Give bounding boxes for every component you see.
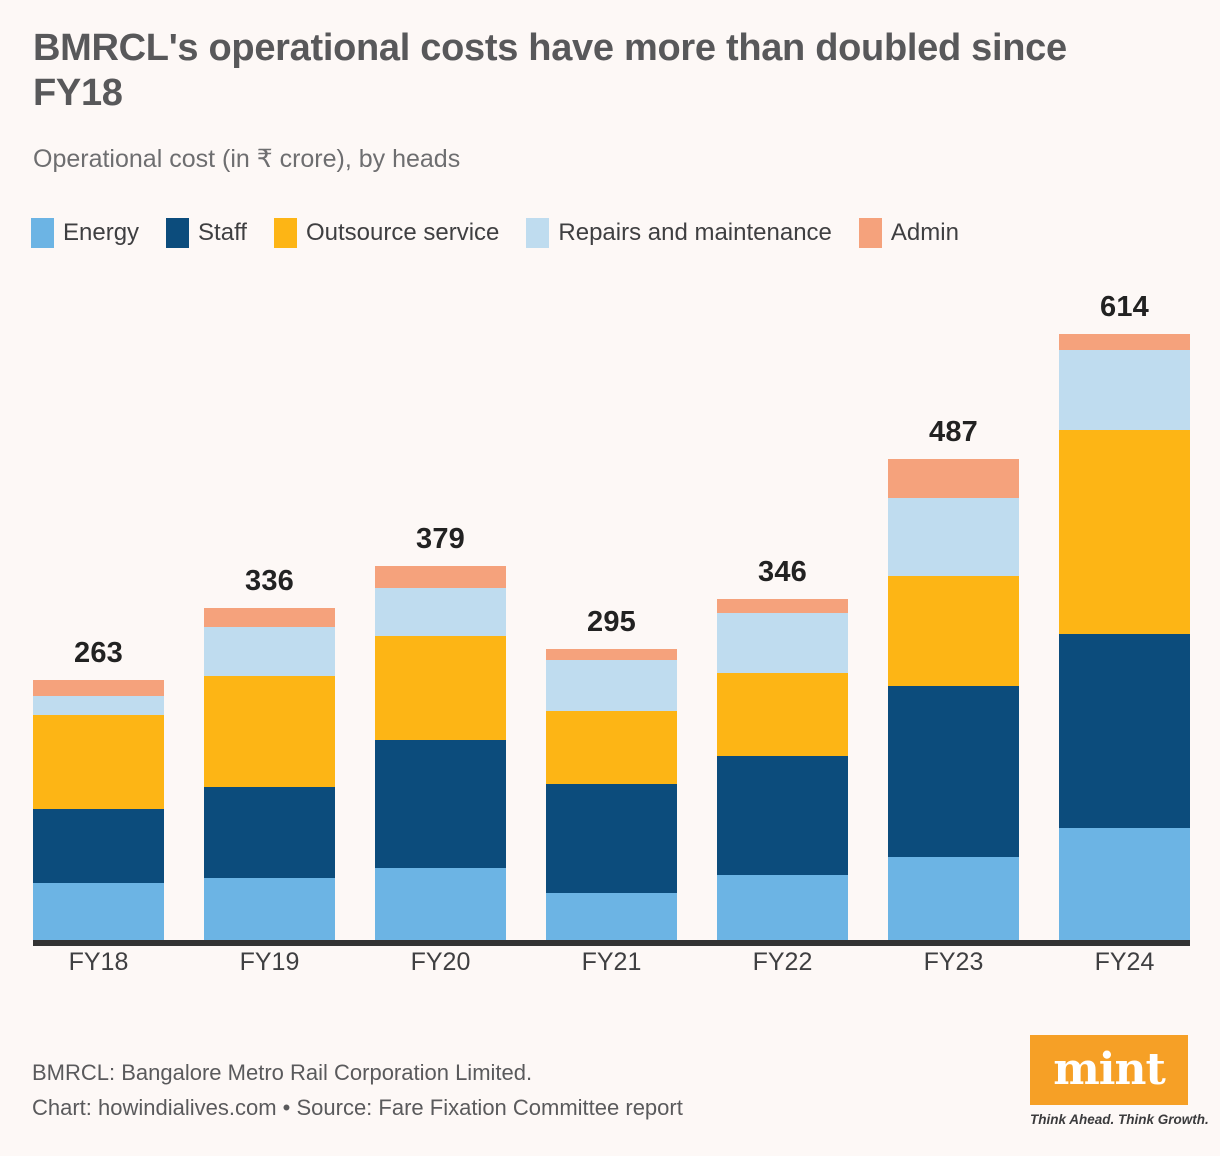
bar-segment-repairs-and-maintenance[interactable] xyxy=(33,696,164,715)
bar-stack xyxy=(33,680,164,940)
footnote-abbreviation: BMRCL: Bangalore Metro Rail Corporation … xyxy=(32,1060,533,1085)
bar-segment-staff[interactable] xyxy=(33,808,164,883)
legend-swatch-icon xyxy=(166,218,190,248)
bar-total-label: 379 xyxy=(416,522,465,555)
bar-total-label: 295 xyxy=(587,605,636,638)
x-axis-label: FY23 xyxy=(923,948,984,976)
bar-segment-outsource-service[interactable] xyxy=(375,636,506,740)
bar-column-fy22[interactable]: 346 xyxy=(717,290,848,940)
footnote-source: Chart: howindialives.com • Source: Fare … xyxy=(32,1095,683,1120)
bar-stack xyxy=(204,608,335,940)
chart-legend: Energy Staff Outsource service Repairs and … xyxy=(31,218,986,248)
legend-swatch-icon xyxy=(858,218,882,248)
footnotes: BMRCL: Bangalore Metro Rail Corporation … xyxy=(32,1055,792,1125)
legend-item-energy: Energy xyxy=(31,218,139,248)
bar-segment-outsource-service[interactable] xyxy=(888,575,1019,687)
bar-segment-repairs-and-maintenance[interactable] xyxy=(546,659,677,712)
bar-segment-staff[interactable] xyxy=(204,787,335,878)
bar-segment-admin[interactable] xyxy=(375,565,506,588)
legend-label: Staff xyxy=(198,219,247,246)
x-axis-label: FY21 xyxy=(581,948,642,976)
plot-area: 263 336 379 295 346 487 614 xyxy=(33,290,1190,946)
bar-stack xyxy=(888,459,1019,940)
legend-swatch-icon xyxy=(526,218,550,248)
legend-swatch-icon xyxy=(31,218,54,248)
chart-header: BMRCL's operational costs have more than… xyxy=(33,26,1183,174)
legend-label: Outsource service xyxy=(305,219,500,246)
mint-wordmark: mint xyxy=(1053,1044,1166,1095)
bar-segment-repairs-and-maintenance[interactable] xyxy=(204,627,335,676)
bar-column-fy20[interactable]: 379 xyxy=(375,290,506,940)
bar-segment-outsource-service[interactable] xyxy=(204,675,335,788)
x-axis-label: FY18 xyxy=(68,948,129,976)
bar-segment-energy[interactable] xyxy=(888,857,1019,940)
bar-stack xyxy=(1059,334,1190,940)
chart-subtitle: Operational cost (in ₹ crore), by heads xyxy=(33,145,461,173)
bar-segment-staff[interactable] xyxy=(1059,634,1190,829)
x-axis-label: FY20 xyxy=(410,948,471,976)
bar-total-label: 346 xyxy=(758,555,807,588)
legend-label: Admin xyxy=(890,219,959,246)
bar-segment-admin[interactable] xyxy=(33,680,164,697)
bar-segment-energy[interactable] xyxy=(375,867,506,940)
bar-segment-staff[interactable] xyxy=(717,756,848,875)
bar-segment-repairs-and-maintenance[interactable] xyxy=(375,587,506,637)
bar-segment-admin[interactable] xyxy=(888,459,1019,498)
x-axis-label: FY19 xyxy=(239,948,300,976)
bar-column-fy23[interactable]: 487 xyxy=(888,290,1019,940)
legend-item-staff: Staff xyxy=(166,218,247,248)
bar-stack xyxy=(546,648,677,940)
bar-column-fy18[interactable]: 263 xyxy=(33,290,164,940)
bar-total-label: 336 xyxy=(245,565,294,598)
bar-segment-admin[interactable] xyxy=(546,648,677,660)
bar-segment-repairs-and-maintenance[interactable] xyxy=(1059,349,1190,430)
bar-segment-energy[interactable] xyxy=(1059,828,1190,940)
bar-segment-admin[interactable] xyxy=(204,608,335,628)
bar-stack xyxy=(717,598,848,940)
x-axis-label: FY22 xyxy=(752,948,813,976)
bar-segment-staff[interactable] xyxy=(546,784,677,893)
bar-segment-repairs-and-maintenance[interactable] xyxy=(717,613,848,673)
page-title: BMRCL's operational costs have more than… xyxy=(33,27,1067,114)
legend-swatch-icon xyxy=(273,218,297,248)
bar-segment-repairs-and-maintenance[interactable] xyxy=(888,497,1019,576)
x-axis-labels: FY18 FY19 FY20 FY21 FY22 FY23 FY24 xyxy=(33,948,1190,977)
bar-segment-energy[interactable] xyxy=(204,877,335,940)
bar-segment-energy[interactable] xyxy=(546,892,677,940)
x-axis-line xyxy=(33,940,1190,946)
bar-segment-outsource-service[interactable] xyxy=(546,711,677,785)
bar-stack xyxy=(375,565,506,940)
bar-segment-admin[interactable] xyxy=(1059,334,1190,350)
bar-group: 263 336 379 295 346 487 614 xyxy=(33,290,1190,940)
bar-segment-energy[interactable] xyxy=(33,882,164,940)
bar-column-fy21[interactable]: 295 xyxy=(546,290,677,940)
legend-item-outsource-service: Outsource service xyxy=(273,218,500,248)
bar-segment-admin[interactable] xyxy=(717,598,848,614)
bar-total-label: 487 xyxy=(929,416,978,449)
bar-segment-outsource-service[interactable] xyxy=(717,672,848,757)
bar-segment-outsource-service[interactable] xyxy=(33,715,164,809)
mint-logo: mint Think Ahead. Think Growth. xyxy=(1030,1035,1209,1127)
x-axis-label: FY24 xyxy=(1094,948,1155,976)
legend-item-admin: Admin xyxy=(858,218,959,248)
bar-segment-outsource-service[interactable] xyxy=(1059,429,1190,635)
legend-label: Energy xyxy=(63,219,140,246)
bar-column-fy24[interactable]: 614 xyxy=(1059,290,1190,940)
legend-item-repairs-and-maintenance: Repairs and maintenance xyxy=(526,218,832,248)
bar-column-fy19[interactable]: 336 xyxy=(204,290,335,940)
legend-label: Repairs and maintenance xyxy=(558,219,832,246)
mint-logo-box: mint xyxy=(1030,1035,1188,1105)
bar-total-label: 263 xyxy=(74,637,123,670)
bar-segment-staff[interactable] xyxy=(375,739,506,868)
bar-segment-staff[interactable] xyxy=(888,686,1019,858)
bar-total-label: 614 xyxy=(1100,291,1149,323)
mint-tagline: Think Ahead. Think Growth. xyxy=(1030,1112,1209,1127)
bar-segment-energy[interactable] xyxy=(717,874,848,940)
